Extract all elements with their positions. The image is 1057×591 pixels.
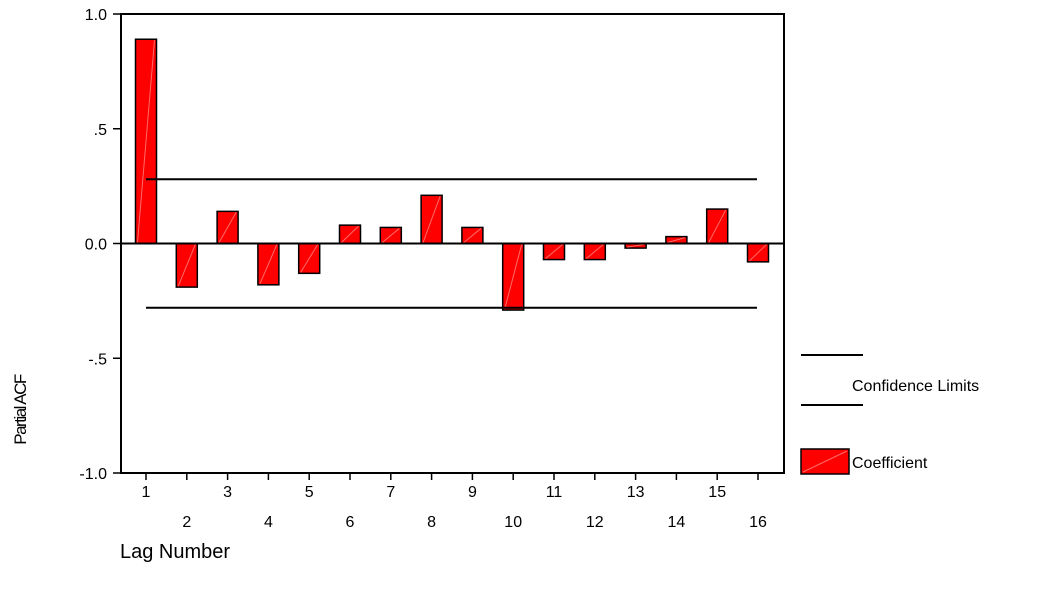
bar-hatch-14 [667, 237, 686, 243]
bar-hatch-6 [341, 225, 359, 243]
bar-hatch-12 [585, 244, 604, 259]
legend-swatch-hatch [802, 450, 848, 473]
bar-hatch-10 [504, 244, 523, 310]
y-tick-label: .5 [94, 122, 107, 139]
bar-hatch-3 [218, 212, 237, 243]
x-tick-label: 9 [468, 484, 477, 501]
x-tick-label: 11 [546, 484, 563, 501]
bar-hatch-1 [137, 40, 155, 243]
bar-hatch-4 [259, 244, 278, 285]
x-tick-label: 16 [749, 514, 767, 531]
x-tick-label: 14 [668, 514, 686, 531]
bar-hatch-8 [422, 196, 441, 243]
legend: Confidence Limits Coefficient [800, 354, 979, 475]
x-tick-label: 1 [142, 484, 151, 501]
bar-hatch-5 [300, 244, 319, 273]
x-tick-label: 4 [264, 514, 273, 531]
x-tick-label: 3 [223, 484, 232, 501]
legend-confidence-label: Confidence Limits [852, 378, 979, 395]
x-tick-label: 12 [586, 514, 604, 531]
bar-hatch-7 [381, 228, 400, 243]
bar-hatch-2 [177, 244, 196, 287]
y-tick-label: 0.0 [85, 237, 107, 254]
y-tick-label: -1.0 [79, 466, 107, 483]
bar-hatch-9 [463, 228, 482, 243]
bar-hatch-13 [627, 244, 645, 248]
x-tick-label: 2 [182, 514, 191, 531]
x-tick-label: 7 [386, 484, 395, 501]
bar-hatch-16 [749, 244, 767, 262]
y-tick-label: 1.0 [85, 7, 107, 24]
y-tick-label: -.5 [88, 351, 107, 368]
legend-coefficient-label: Coefficient [852, 455, 928, 472]
x-tick-label: 6 [346, 514, 355, 531]
x-tick-label: 13 [627, 484, 645, 501]
x-axis-label: Lag Number [120, 541, 230, 563]
x-tick-label: 5 [305, 484, 314, 501]
bar-hatch-15 [708, 209, 727, 243]
x-tick-label: 15 [708, 484, 726, 501]
bar-hatch-11 [545, 244, 563, 259]
x-tick-label: 10 [504, 514, 522, 531]
y-axis-ticks: 1.0 .5 0.0 -.5 -1.0 [79, 7, 121, 483]
y-axis-label: Partial ACF [11, 374, 30, 445]
x-tick-label: 8 [427, 514, 436, 531]
